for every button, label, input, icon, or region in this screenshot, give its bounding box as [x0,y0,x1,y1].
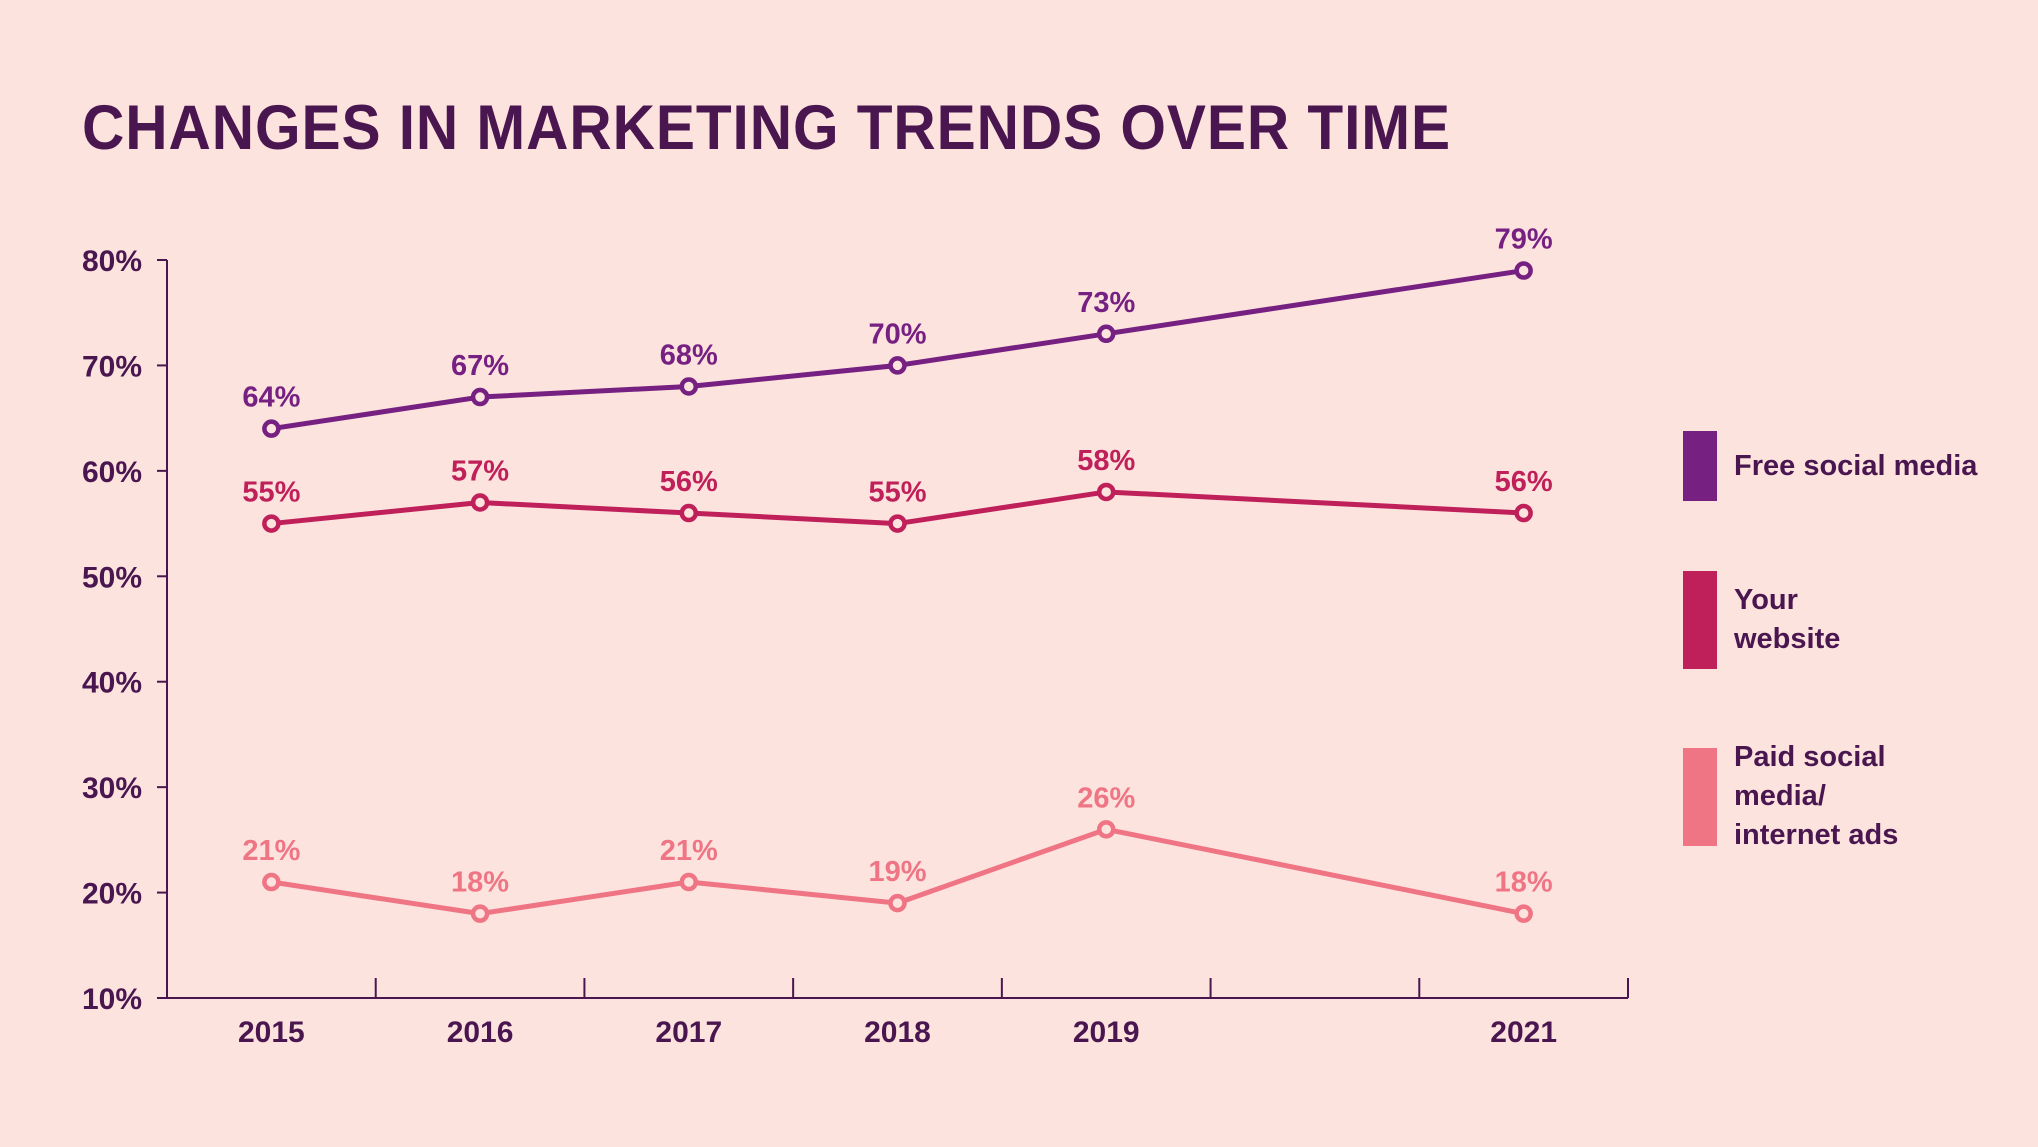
data-point [262,419,281,438]
legend-swatch-paid-social-media [1683,747,1717,846]
legend-item-your-website: Your website [1683,571,1984,669]
data-label: 26% [1077,782,1135,814]
data-point [1096,324,1116,344]
data-label: 73% [1077,287,1135,319]
data-point [679,872,699,892]
x-axis-tick-label: 2017 [655,1016,722,1049]
data-label: 56% [660,466,718,498]
legend-label-your-website: Your website [1734,581,1984,659]
x-axis-tick-label: 2021 [1490,1016,1557,1049]
y-axis-tick-label: 70% [82,350,142,383]
series-line [268,826,1527,917]
chart-title: CHANGES IN MARKETING TRENDS OVER TIME [82,93,1452,163]
legend-swatch-your-website [1683,571,1717,669]
data-point [262,872,281,892]
data-label: 79% [1495,224,1553,256]
data-point [1096,820,1116,839]
y-axis-tick-label: 50% [82,561,142,594]
y-axis-tick-label: 20% [82,878,142,911]
data-point [888,356,907,375]
data-label: 70% [868,318,926,350]
data-label: 18% [451,867,509,899]
data-label: 18% [1495,867,1553,899]
y-axis-tick-label: 40% [82,667,142,700]
legend-label-line: Your [1734,584,1798,616]
data-label: 19% [868,856,926,888]
x-axis-tick-label: 2015 [238,1016,305,1049]
legend-label-line: Free social media [1734,449,1978,482]
legend-item-paid-social-media: Paid social media/ internet ads [1683,738,1984,855]
y-axis-tick-label: 30% [82,772,142,805]
legend-label-line: Paid social media/ [1734,741,1886,812]
series-line [268,489,1527,527]
data-label: 64% [242,382,300,414]
legend-label-paid-social-media: Paid social media/ internet ads [1734,738,1984,855]
data-point [1096,482,1116,502]
data-point [679,503,699,523]
data-point [888,514,907,533]
legend-label-line: website [1734,623,1841,655]
data-label: 21% [660,835,718,867]
data-point [470,387,490,407]
data-label: 67% [451,350,509,382]
data-label: 57% [451,455,509,487]
y-axis-tick-label: 60% [82,456,142,489]
data-point [1514,904,1533,923]
legend-label-free-social-media: Free social media [1734,447,1984,486]
data-label: 21% [242,835,300,867]
legend-item-free-social-media: Free social media [1683,431,1984,501]
y-axis-tick-label: 10% [82,983,142,1016]
series-line [268,268,1527,432]
legend-label-line: internet ads [1734,819,1899,851]
data-point [470,493,490,512]
data-point [679,377,699,396]
x-axis-tick-label: 2018 [864,1016,931,1049]
data-label: 55% [242,477,300,509]
data-point [470,904,490,923]
data-point [1514,503,1533,523]
data-label: 56% [1495,466,1553,498]
x-axis-tick-label: 2016 [447,1016,514,1049]
legend-swatch-free-social-media [1683,431,1717,501]
data-label: 58% [1077,445,1135,477]
y-axis-tick-label: 80% [82,245,142,278]
data-point [1514,261,1533,280]
x-axis-tick-label: 2019 [1073,1016,1140,1049]
data-label: 55% [868,477,926,509]
data-label: 68% [660,340,718,372]
data-point [262,514,281,533]
data-point [888,893,907,913]
